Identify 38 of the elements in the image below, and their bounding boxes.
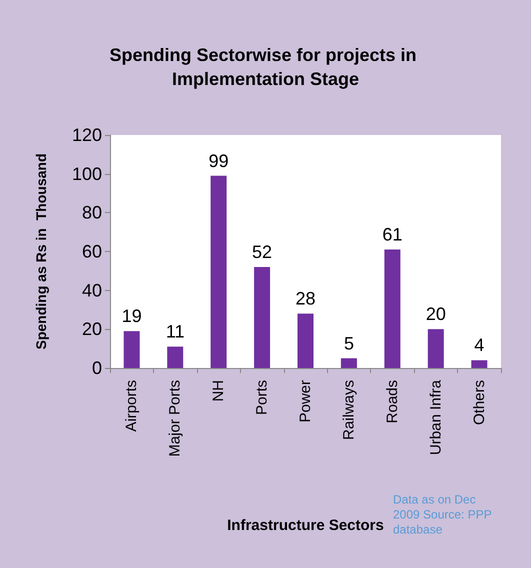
bar: [298, 314, 314, 368]
y-tick-label: 0: [92, 358, 102, 378]
data-label: 4: [474, 335, 484, 356]
data-label: 52: [252, 242, 272, 262]
x-tick-label: Roads: [384, 380, 401, 424]
data-label: 99: [208, 150, 229, 171]
chart-title: Spending Sectorwise for projects in Implementation Stage: [109, 45, 422, 89]
y-tick-label: 80: [82, 202, 102, 223]
bar: [254, 267, 270, 368]
x-tick-label: Major Ports: [166, 380, 184, 457]
data-label: 20: [426, 304, 446, 324]
bar: [167, 346, 184, 368]
x-axis-title: Infrastructure Sectors: [227, 517, 384, 534]
data-label: 19: [122, 306, 142, 326]
x-tick-label: Urban Infra: [427, 379, 444, 456]
x-tick-label: Ports: [254, 380, 271, 416]
bar: [471, 360, 488, 368]
bar: [124, 331, 140, 368]
y-tick-label: 100: [72, 164, 102, 184]
data-label: 61: [382, 224, 402, 245]
y-axis-title: Spending as Rs in Thousand: [33, 153, 49, 350]
y-tick-label: 20: [82, 319, 102, 340]
x-tick-label: NH: [210, 380, 228, 402]
bar: [340, 358, 357, 368]
x-tick-label: Railways: [340, 380, 358, 440]
x-tick-label: Power: [297, 380, 314, 423]
y-tick-label: 120: [72, 125, 102, 145]
x-tick-label: Airports: [123, 380, 140, 432]
text: Data as on Dec 2009 Source: PPP database: [393, 492, 495, 536]
y-tick-label: 60: [82, 242, 102, 262]
data-label: 5: [344, 333, 354, 354]
data-label: 11: [166, 322, 185, 342]
bar: [428, 329, 444, 368]
bar: [384, 250, 400, 368]
x-tick-label: Others: [470, 380, 488, 426]
y-tick-label: 40: [82, 280, 102, 300]
bar: [210, 176, 227, 368]
data-label: 28: [295, 288, 316, 309]
